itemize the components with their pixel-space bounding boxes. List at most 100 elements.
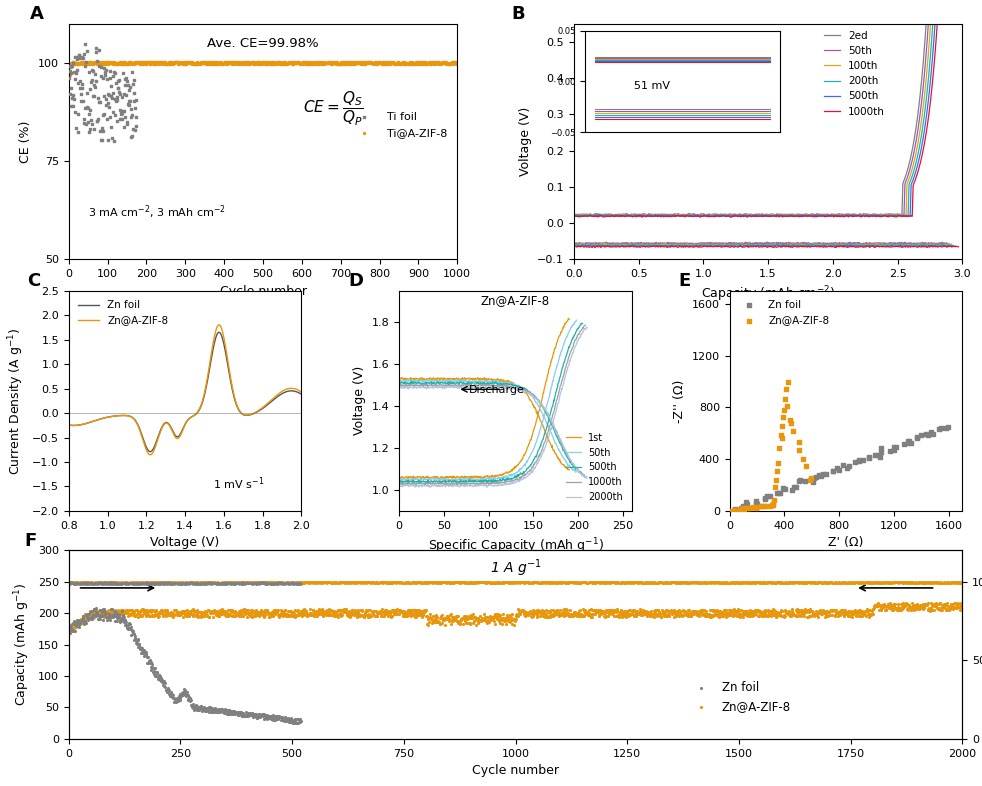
Point xyxy=(428,576,444,589)
Point xyxy=(824,575,840,588)
Point xyxy=(776,576,791,589)
Zn@A-ZIF-8 xyxy=(467,612,483,624)
Point xyxy=(118,576,134,589)
Zn@A-ZIF-8 xyxy=(894,598,909,611)
Zn foil xyxy=(116,609,132,622)
Ti@A-ZIF-8 xyxy=(419,57,435,69)
Point xyxy=(738,576,754,589)
Zn@A-ZIF-8 xyxy=(250,606,266,619)
Zn@A-ZIF-8 xyxy=(808,609,824,622)
Ti foil xyxy=(63,100,79,112)
Zn@A-ZIF-8 xyxy=(251,609,267,622)
Zn@A-ZIF-8 xyxy=(779,606,794,619)
Zn foil xyxy=(129,637,144,650)
Point xyxy=(925,575,941,588)
Point xyxy=(64,576,80,589)
Point xyxy=(648,576,664,589)
Ti@A-ZIF-8 xyxy=(326,57,342,69)
Zn@A-ZIF-8 xyxy=(438,612,454,625)
Zn@A-ZIF-8 xyxy=(128,604,143,616)
Point xyxy=(121,577,136,590)
Text: 1 A g$^{-1}$: 1 A g$^{-1}$ xyxy=(490,557,541,578)
Zn@A-ZIF-8 xyxy=(880,600,896,612)
Zn@A-ZIF-8 xyxy=(858,605,874,618)
Zn foil xyxy=(186,703,201,716)
Zn@A-ZIF-8 xyxy=(259,606,275,619)
Zn foil xyxy=(163,685,179,698)
Zn@A-ZIF-8 xyxy=(638,604,654,617)
Ti@A-ZIF-8 xyxy=(389,57,405,70)
Point xyxy=(588,576,604,589)
Point xyxy=(537,576,553,589)
Zn@A-ZIF-8 xyxy=(726,603,741,615)
Zn foil xyxy=(162,690,178,703)
Point xyxy=(234,576,249,589)
Zn@A-ZIF-8 xyxy=(101,606,117,619)
Zn foil xyxy=(208,704,224,717)
Zn@A-ZIF-8 xyxy=(355,610,371,623)
Ti@A-ZIF-8 xyxy=(83,57,99,69)
Ti@A-ZIF-8 xyxy=(350,56,365,68)
2000th xyxy=(394,383,406,392)
Point xyxy=(731,576,746,589)
Point xyxy=(198,577,214,590)
Point xyxy=(188,576,203,589)
Point xyxy=(852,576,868,589)
Point xyxy=(485,576,501,589)
Ti@A-ZIF-8 xyxy=(311,56,327,68)
Zn foil xyxy=(191,703,207,715)
Point xyxy=(442,576,458,589)
Point xyxy=(512,576,527,589)
Zn@A-ZIF-8 xyxy=(718,609,734,622)
Point xyxy=(190,578,205,590)
Ti@A-ZIF-8 xyxy=(229,57,245,69)
Zn@A-ZIF-8 xyxy=(751,610,767,623)
Point xyxy=(617,576,632,589)
Zn@A-ZIF-8 xyxy=(500,615,516,628)
Point xyxy=(132,576,147,589)
Point xyxy=(806,576,822,589)
Ti@A-ZIF-8 xyxy=(121,57,136,69)
Ti@A-ZIF-8 xyxy=(80,57,95,70)
Point xyxy=(569,576,584,589)
Ti@A-ZIF-8 xyxy=(236,57,251,69)
Ti@A-ZIF-8 xyxy=(232,57,247,69)
Ti@A-ZIF-8 xyxy=(125,57,140,69)
Point xyxy=(184,576,199,589)
Point xyxy=(147,577,163,590)
Point xyxy=(124,576,139,589)
Zn foil xyxy=(842,460,857,472)
Zn@A-ZIF-8 xyxy=(70,619,85,632)
Point xyxy=(275,577,291,590)
Zn@A-ZIF-8 xyxy=(636,606,652,619)
Point xyxy=(433,577,449,590)
2000th xyxy=(416,381,428,391)
Point xyxy=(364,576,380,589)
Zn@A-ZIF-8 xyxy=(131,606,146,619)
Zn@A-ZIF-8 xyxy=(602,605,618,618)
Zn foil xyxy=(235,709,250,722)
Point xyxy=(105,577,121,590)
Point xyxy=(105,577,121,590)
Point xyxy=(834,575,849,588)
Zn@A-ZIF-8 xyxy=(94,608,110,621)
Point xyxy=(838,576,853,589)
Point xyxy=(478,576,494,589)
Point xyxy=(275,578,291,590)
Zn foil xyxy=(214,705,230,718)
Point xyxy=(71,576,86,589)
Point xyxy=(70,577,85,590)
Zn foil xyxy=(138,649,154,662)
Zn foil xyxy=(224,708,240,721)
Zn@A-ZIF-8 xyxy=(210,325,222,334)
Ti foil xyxy=(65,60,81,72)
Zn@A-ZIF-8 xyxy=(250,606,266,619)
100th xyxy=(845,240,856,249)
Zn@A-ZIF-8 xyxy=(170,608,186,620)
Ti@A-ZIF-8 xyxy=(277,57,293,70)
Point xyxy=(107,578,123,590)
Point xyxy=(202,578,218,590)
Point xyxy=(949,576,964,589)
Point xyxy=(557,576,573,589)
Ti@A-ZIF-8 xyxy=(255,56,271,68)
